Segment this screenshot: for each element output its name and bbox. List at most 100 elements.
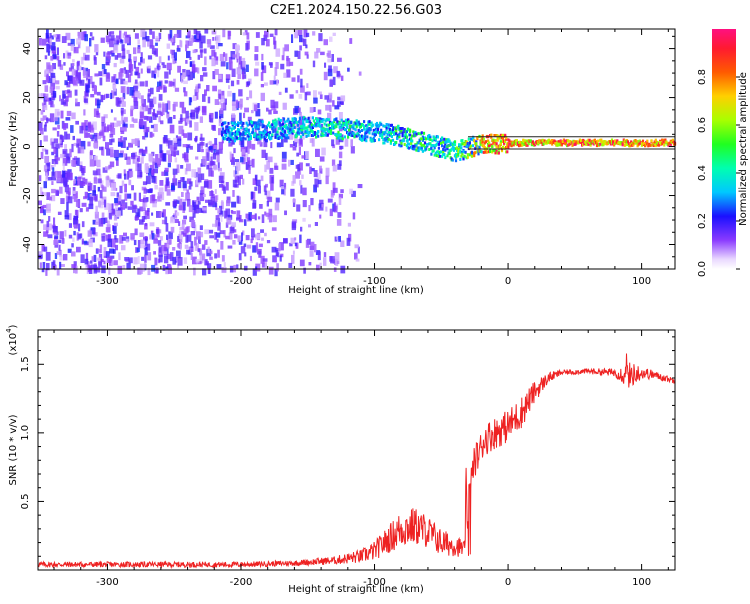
spectrogram-cell	[215, 215, 220, 219]
spectrogram-cell	[119, 185, 123, 194]
spectrogram-cell	[115, 97, 119, 106]
spectrogram-cell	[50, 56, 54, 61]
spectrogram-cell	[65, 117, 71, 121]
spectrogram-cell	[154, 234, 158, 241]
spectrogram-cell	[120, 68, 124, 73]
spectrogram-cell	[229, 151, 232, 160]
spectrogram-cell	[274, 29, 278, 36]
spectrogram-cell	[84, 258, 89, 265]
spectrogram-cell	[149, 45, 155, 49]
spectrogram-cell	[158, 115, 161, 123]
spectrogram-cell	[333, 66, 338, 74]
spectrogram-cell	[108, 234, 112, 243]
spectrogram-cell	[96, 168, 101, 176]
spectrogram-cell	[653, 142, 656, 146]
spectrogram-cell	[100, 184, 104, 189]
spectrogram-cell	[47, 234, 53, 239]
spectrogram-cell	[205, 143, 208, 148]
spectrogram-cell	[55, 189, 59, 196]
spectrogram-cell	[239, 174, 243, 179]
spectrogram-cell	[83, 52, 86, 60]
spectrogram-cell	[281, 185, 285, 195]
spectrogram-cell	[105, 35, 110, 43]
spectrogram-cell	[542, 142, 545, 146]
spectrogram-cell	[334, 236, 338, 242]
spectrogram-cell	[218, 128, 222, 136]
spectrogram-cell	[202, 268, 207, 276]
spectrogram-cell	[70, 125, 74, 133]
spectrogram-cell	[154, 185, 158, 190]
spectrogram-cell	[635, 139, 638, 143]
spectrogram-cell	[329, 79, 333, 87]
spectrogram-cell	[261, 149, 266, 158]
spectrogram-cell	[129, 171, 134, 178]
spectrogram-cell	[114, 235, 117, 240]
colorbar-label: Normalized spectral amplitude	[738, 72, 749, 226]
spectrogram-cell	[237, 74, 242, 79]
spectrogram-cell	[428, 134, 431, 137]
spectrogram-cell	[218, 101, 222, 105]
spectrogram-cell	[117, 53, 122, 58]
spectrogram-cell	[96, 159, 101, 168]
spectrogram-cell	[590, 141, 593, 145]
spectrogram-cell	[190, 241, 194, 248]
spectrogram-cell	[77, 42, 81, 49]
spectrogram-cell	[301, 128, 304, 132]
spectrogram-cell	[139, 81, 145, 87]
spectrogram-cell	[364, 135, 367, 139]
spectrogram-cell	[265, 152, 268, 161]
spectrogram-cell	[312, 119, 315, 123]
spectrogram-cell	[317, 251, 321, 261]
spectrogram-cell	[47, 162, 51, 172]
spectrogram-cell	[193, 67, 198, 73]
spectrogram-cell	[118, 252, 121, 261]
spectrogram-cell	[227, 128, 230, 132]
spectrogram-cell	[108, 212, 112, 220]
spectrogram-cell	[409, 128, 412, 132]
spectrogram-cell	[415, 143, 418, 147]
spectrogram-cell	[272, 130, 275, 134]
spectrogram-cell	[151, 70, 156, 78]
spectrogram-cell	[230, 153, 234, 162]
spectrogram-cell	[357, 120, 360, 124]
spectrogram-cell	[153, 238, 158, 244]
spectrogram-cell	[174, 219, 179, 223]
spectrogram-cell	[62, 163, 65, 171]
spectrogram-cell	[279, 242, 284, 251]
spectrogram-cell	[124, 202, 128, 209]
spectrogram-cell	[99, 244, 103, 253]
spectrogram-cell	[299, 68, 303, 75]
spectrogram-cell	[341, 124, 344, 128]
spectrogram-cell	[340, 75, 344, 81]
spectrogram-cell	[59, 255, 64, 261]
spectrogram-cell	[96, 266, 101, 273]
spectrogram-cell	[76, 157, 80, 166]
spectrogram-cell	[317, 130, 320, 134]
spectrogram-cell	[289, 94, 294, 99]
spectrogram-cell	[167, 140, 173, 149]
spectrogram-cell	[220, 214, 223, 222]
spectrogram-cell	[303, 29, 308, 38]
spectrogram-cell	[84, 178, 88, 185]
spectrogram-cell	[93, 228, 96, 235]
colorbar-tick-label: 0.2	[697, 213, 708, 229]
spectrogram-cell	[371, 123, 374, 127]
spectrogram-cell	[57, 125, 60, 130]
spectrogram-cell	[145, 126, 150, 133]
spectrogram-cell	[257, 216, 261, 220]
spectrogram-cell	[295, 164, 299, 169]
spectrogram-cell	[337, 163, 342, 170]
spectrogram-cell	[395, 132, 398, 136]
spectrogram-cell	[121, 44, 125, 51]
spectrogram-cell	[490, 133, 493, 137]
spectrogram-cell	[217, 162, 220, 171]
spectrogram-cell	[204, 89, 207, 96]
spectrogram-cell	[92, 170, 98, 176]
spectrogram-cell	[375, 124, 379, 128]
spectrogram-cell	[95, 51, 99, 56]
spectrogram-cell	[108, 164, 112, 169]
spectrogram-cell	[136, 163, 142, 171]
spectrogram-cell	[293, 140, 296, 147]
spectrogram-cell	[467, 137, 470, 141]
spectrogram-cell	[210, 196, 215, 205]
